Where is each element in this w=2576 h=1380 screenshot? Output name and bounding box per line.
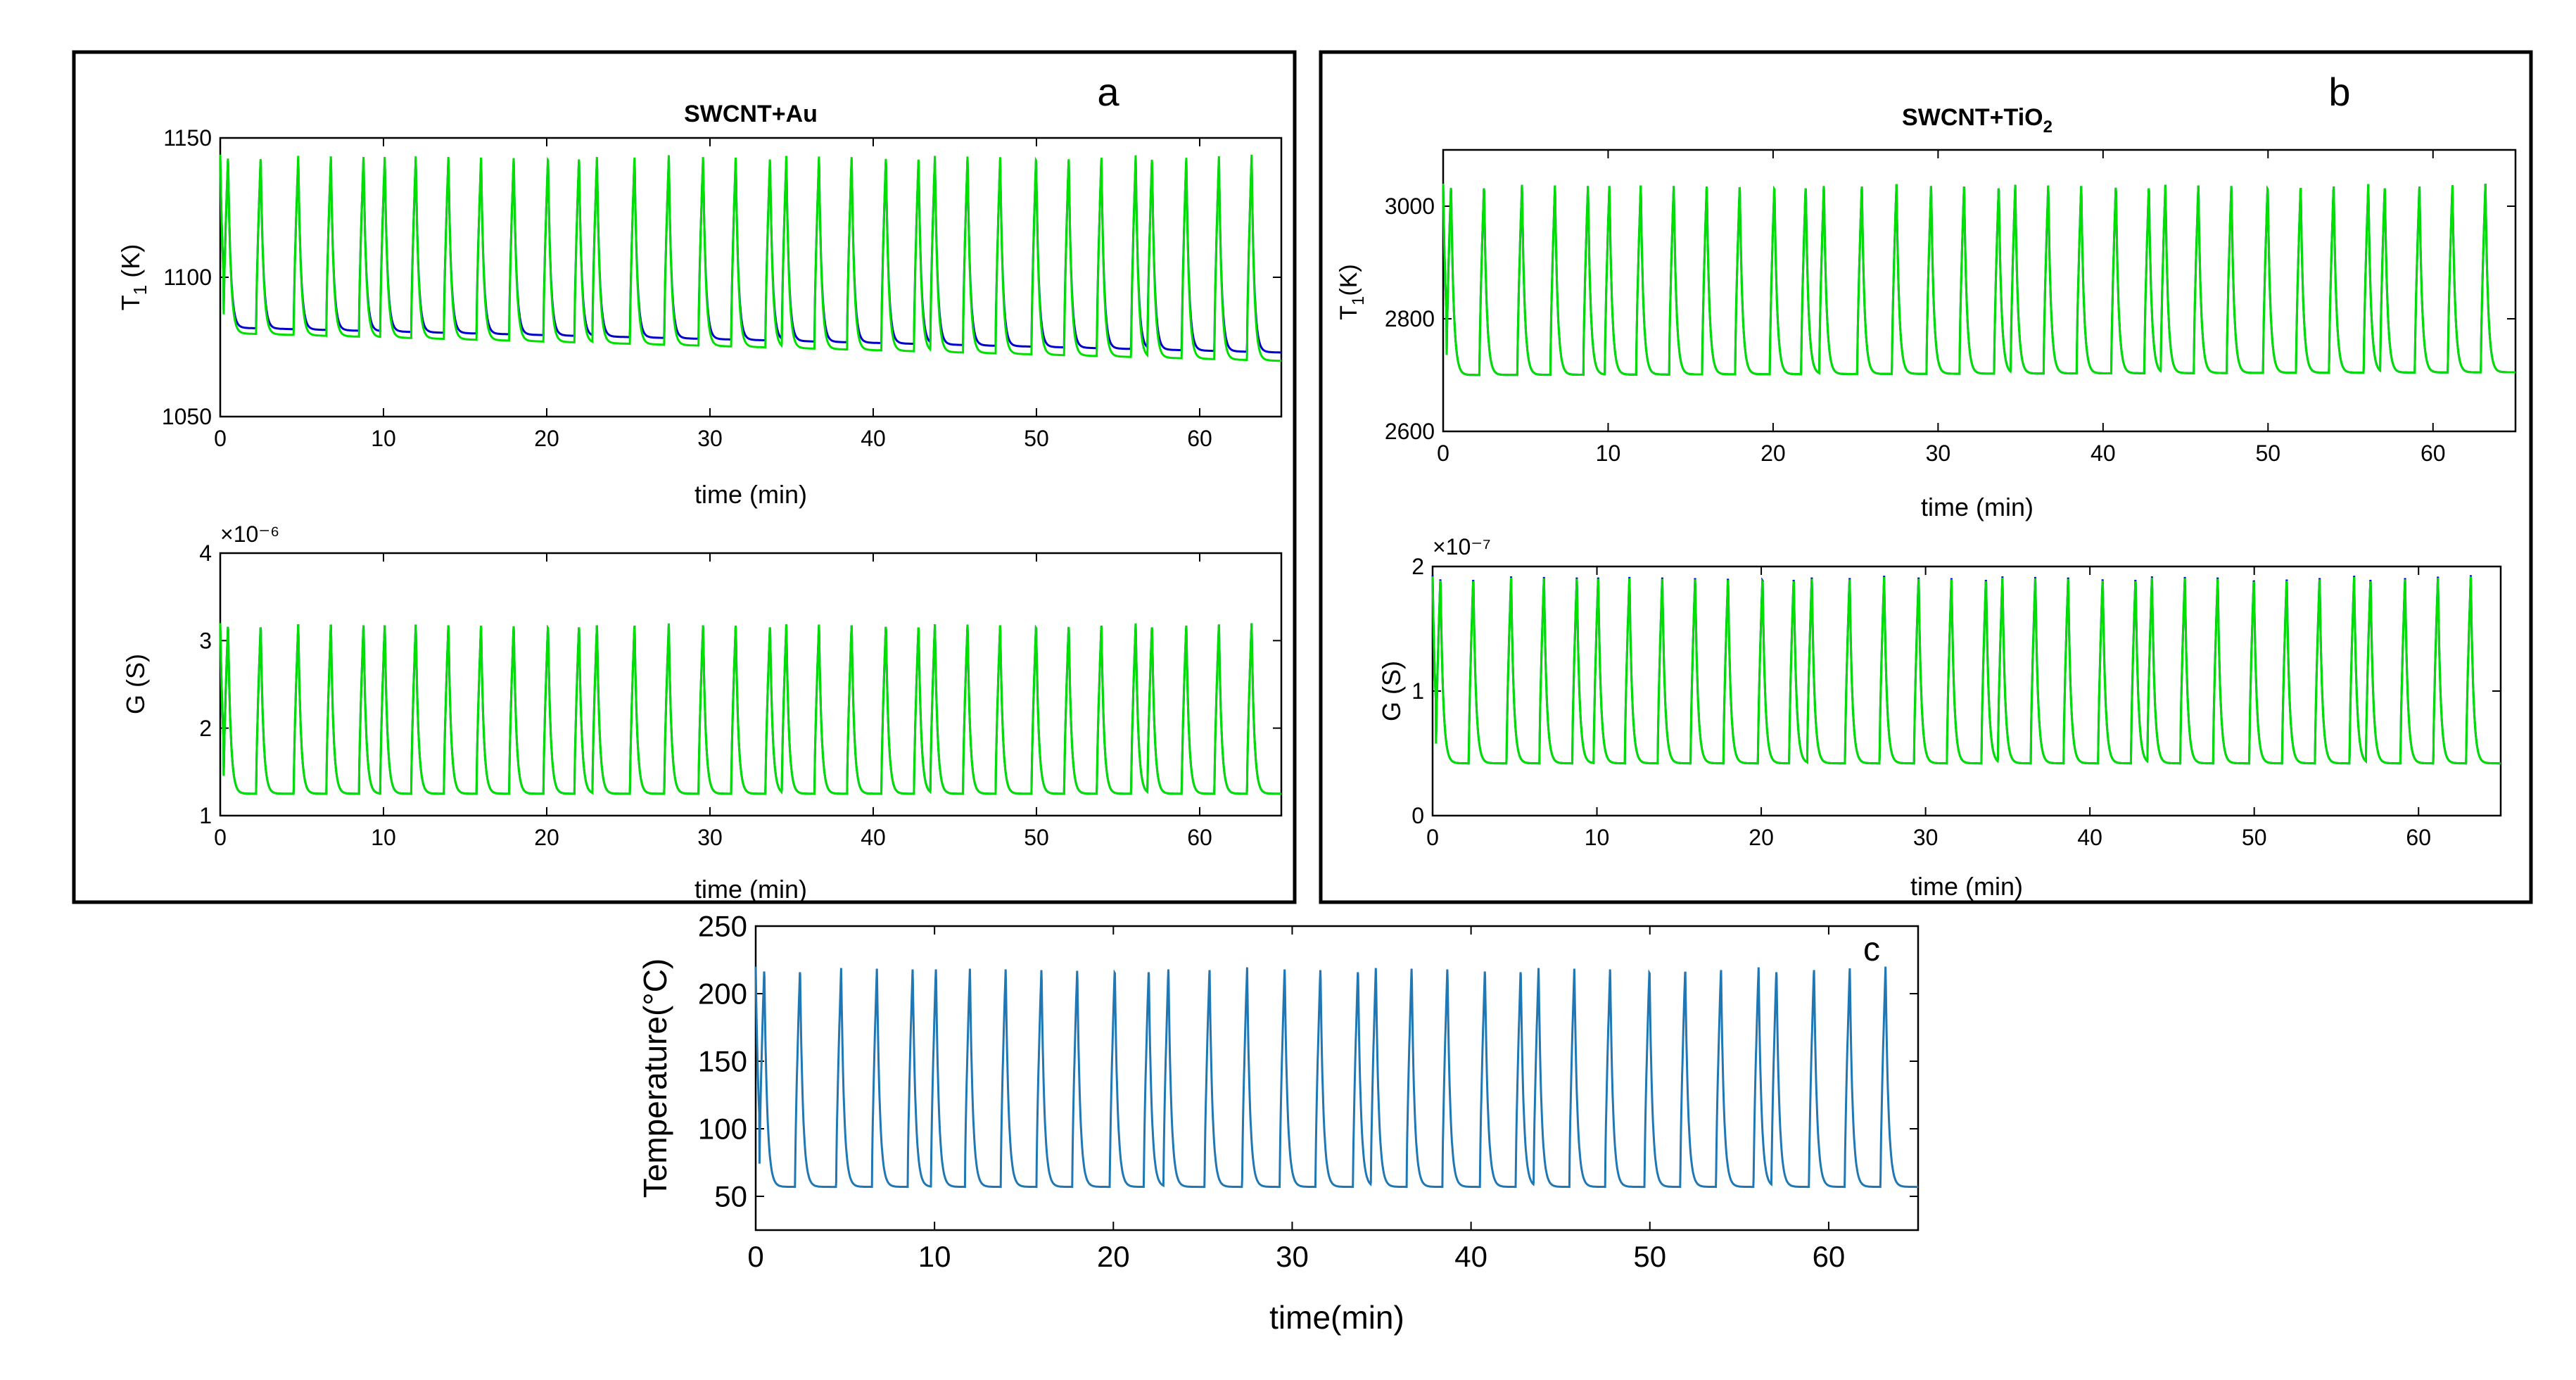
series-line-measured: [1442, 183, 2515, 376]
series-line-temperature: [754, 966, 1918, 1189]
x-tick-label: 30: [1926, 441, 1951, 466]
axes-frame: [1431, 565, 2502, 817]
panel-b-frame: [1319, 50, 2533, 904]
chart-title: SWCNT+Au: [684, 101, 818, 127]
chart-a-temperature: 0 10 20 30 40 50 60 1050 1100 1150 SWCNT+Au a tim…: [116, 70, 1283, 509]
panel-letter: b: [2328, 70, 2350, 114]
x-tick-label: 50: [1024, 426, 1049, 451]
y-tick-label: 0: [1411, 803, 1424, 828]
y-tick-label: 50: [714, 1180, 747, 1213]
x-tick-label: 20: [1760, 441, 1786, 466]
x-tick-label: 0: [214, 825, 227, 850]
y-tick-label: 4: [199, 540, 212, 566]
x-tick-label: 60: [1187, 426, 1212, 451]
x-tick-label: 40: [2077, 825, 2102, 850]
y-tick-label: 1150: [163, 125, 212, 151]
x-tick-label: 20: [1749, 825, 1774, 850]
x-tick-label: 60: [1187, 825, 1212, 850]
panel-letter: a: [1097, 70, 1119, 114]
x-tick-label: 50: [1024, 825, 1049, 850]
x-tick-label: 10: [371, 825, 396, 850]
x-tick-label: 60: [2420, 441, 2446, 466]
series-line-measured: [219, 623, 1281, 795]
title-sub: 2: [2043, 118, 2052, 137]
y-label-unit: (K): [116, 244, 145, 285]
title-main: SWCNT+TiO: [1902, 104, 2043, 131]
x-tick-label: 60: [1813, 1240, 1846, 1273]
series-line-measured: [1431, 575, 2501, 765]
axes-frame: [1442, 148, 2517, 433]
exponent-label: ×10⁻⁷: [1433, 534, 1491, 559]
x-axis-label: time (min): [1921, 493, 2033, 521]
x-tick-label: 10: [918, 1240, 951, 1273]
y-tick-label: 2600: [1385, 419, 1435, 444]
chart-b-conductance: 0 10 20 30 40 50 60 0 1 2 ×10⁻⁷ time (min) G (S): [1377, 534, 2502, 901]
y-tick-label: 250: [698, 910, 747, 943]
x-axis-label: time (min): [1910, 872, 2023, 901]
x-tick-label: 50: [2242, 825, 2267, 850]
x-tick-label: 0: [747, 1240, 763, 1273]
chart-title: SWCNT+TiO2: [1902, 104, 2052, 137]
x-tick-label: 10: [371, 426, 396, 451]
y-tick-label: 3000: [1385, 194, 1435, 219]
x-axis-label: time (min): [694, 875, 807, 904]
x-tick-label: 40: [861, 426, 886, 451]
series-line-model: [1431, 576, 2501, 765]
x-tick-label: 40: [2090, 441, 2116, 466]
x-tick-label: 30: [1276, 1240, 1309, 1273]
y-axis-label: T1 (K): [116, 244, 151, 310]
y-axis-label: G (S): [1377, 661, 1406, 721]
x-tick-label: 30: [697, 825, 723, 850]
x-tick-label: 0: [1426, 825, 1439, 850]
x-tick-label: 40: [861, 825, 886, 850]
x-tick-label: 40: [1454, 1240, 1487, 1273]
y-tick-label: 2: [199, 716, 212, 741]
series-line-model: [219, 623, 1281, 795]
x-tick-label: 0: [214, 426, 227, 451]
y-label-sub: 1: [1349, 296, 1368, 305]
y-label-sub: 1: [129, 285, 151, 295]
y-label-main: T: [116, 295, 145, 310]
y-tick-label: 3: [199, 628, 212, 654]
y-tick-label: 100: [698, 1113, 747, 1146]
x-axis-label: time(min): [1269, 1299, 1404, 1336]
x-tick-label: 50: [2256, 441, 2281, 466]
axes-frame: [754, 925, 1920, 1232]
x-tick-label: 60: [2406, 825, 2431, 850]
panel-a-frame: [72, 50, 1297, 904]
y-tick-label: 2800: [1385, 306, 1435, 331]
x-tick-label: 30: [1913, 825, 1939, 850]
x-tick-label: 20: [534, 426, 559, 451]
chart-b-temperature: 0 10 20 30 40 50 60 2600 2800 3000 SWCNT+TiO2 b t…: [1335, 70, 2517, 521]
y-axis-label: G (S): [121, 654, 150, 714]
axes-frame: [219, 137, 1283, 418]
y-tick-label: 150: [698, 1045, 747, 1078]
panel-letter: c: [1863, 931, 1880, 968]
y-tick-label: 1: [199, 803, 212, 828]
x-tick-label: 30: [697, 426, 723, 451]
x-tick-label: 10: [1585, 825, 1610, 850]
x-tick-label: 20: [1097, 1240, 1130, 1273]
x-tick-label: 10: [1596, 441, 1621, 466]
y-tick-label: 1050: [162, 404, 212, 429]
axes-frame: [219, 552, 1283, 817]
y-axis-label: Temperature(°C): [637, 958, 673, 1198]
y-label-unit: (K): [1335, 264, 1362, 296]
exponent-label: ×10⁻⁶: [220, 521, 279, 547]
series-line-model: [1442, 183, 2515, 376]
series-line-model: [219, 154, 1281, 362]
x-tick-label: 0: [1437, 441, 1449, 466]
x-axis-label: time (min): [694, 480, 807, 509]
y-tick-label: 2: [1411, 554, 1424, 579]
y-tick-label: 1100: [163, 265, 212, 290]
y-label-main: T: [1335, 305, 1362, 320]
x-tick-label: 50: [1633, 1240, 1666, 1273]
x-tick-label: 20: [534, 825, 559, 850]
y-tick-label: 200: [698, 977, 747, 1011]
chart-a-conductance: 0 10 20 30 40 50 60 1 2 3 4 ×10⁻⁶ time (min) G (S): [121, 521, 1283, 904]
y-tick-label: 1: [1411, 678, 1424, 704]
y-axis-label: T1(K): [1335, 264, 1368, 319]
